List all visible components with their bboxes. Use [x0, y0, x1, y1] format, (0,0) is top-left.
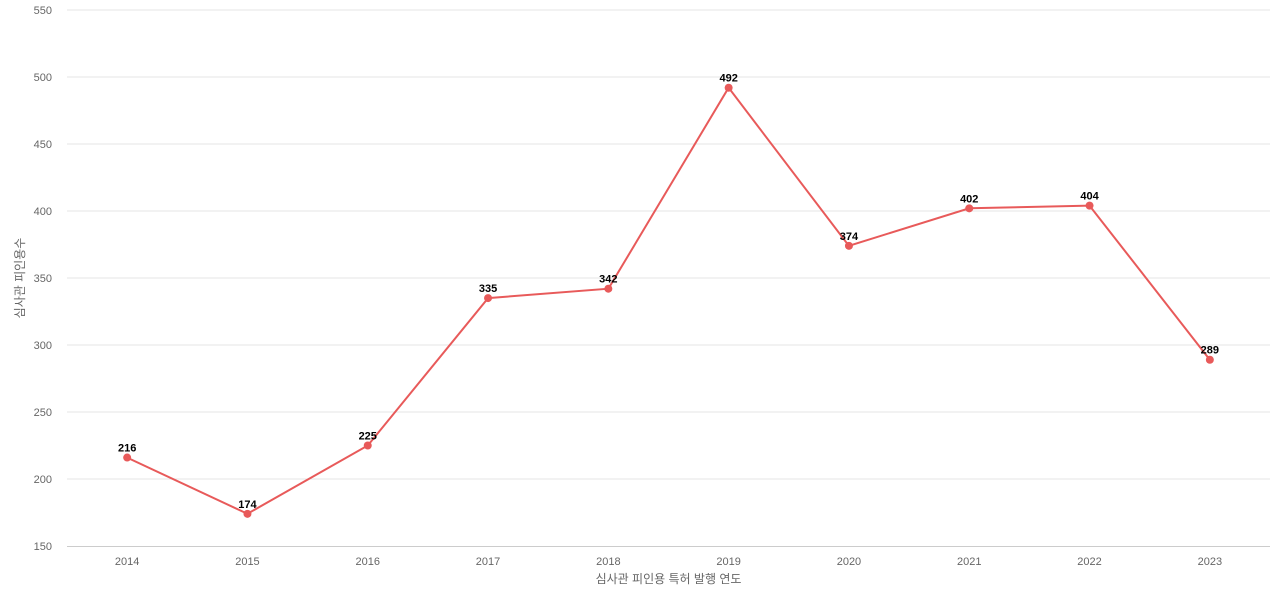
x-tick-label: 2018	[596, 556, 620, 568]
data-label: 174	[238, 499, 257, 511]
data-label: 289	[1201, 345, 1219, 357]
series	[123, 83, 1214, 518]
x-tick-label: 2016	[356, 556, 380, 568]
y-tick-label: 400	[34, 206, 52, 218]
data-label: 335	[479, 283, 497, 295]
x-tick-label: 2023	[1198, 556, 1222, 568]
data-point[interactable]	[844, 241, 853, 250]
y-axis-ticks: 150 200 250 300 350 400 450 500 550	[34, 5, 52, 553]
x-axis-title: 심사관 피인용 특허 발행 연도	[596, 571, 742, 586]
y-tick-label: 300	[34, 340, 52, 352]
x-tick-label: 2014	[115, 556, 139, 568]
data-label: 404	[1080, 191, 1099, 203]
y-tick-label: 450	[34, 139, 52, 151]
data-point[interactable]	[604, 284, 613, 293]
y-tick-label: 200	[34, 474, 52, 486]
data-point[interactable]	[363, 441, 372, 450]
data-point[interactable]	[965, 204, 974, 213]
y-tick-label: 550	[34, 5, 52, 17]
y-tick-label: 500	[34, 72, 52, 84]
y-tick-label: 150	[34, 541, 52, 553]
data-point[interactable]	[1085, 201, 1094, 210]
data-label: 492	[719, 73, 737, 85]
x-tick-label: 2019	[716, 556, 740, 568]
x-tick-label: 2017	[476, 556, 500, 568]
y-tick-label: 250	[34, 407, 52, 419]
data-point[interactable]	[1205, 355, 1214, 364]
data-point[interactable]	[123, 453, 132, 462]
y-axis-title: 심사관 피인용수	[13, 238, 27, 319]
data-label: 374	[840, 231, 859, 243]
y-tick-label: 350	[34, 273, 52, 285]
data-label: 402	[960, 193, 978, 205]
data-point[interactable]	[724, 83, 733, 92]
x-tick-label: 2015	[235, 556, 259, 568]
gridlines	[67, 9, 1270, 480]
x-tick-label: 2022	[1077, 556, 1101, 568]
data-label: 342	[599, 274, 617, 286]
x-axis-ticks: 2014 2015 2016 2017 2018 2019 2020 2021 2022 2023	[115, 556, 1222, 568]
data-labels: 216 174 225 335 342 492 374 402 404 289	[118, 73, 1219, 511]
data-point[interactable]	[484, 294, 493, 303]
x-tick-label: 2021	[957, 556, 981, 568]
data-label: 216	[118, 443, 136, 455]
x-tick-label: 2020	[837, 556, 861, 568]
data-label: 225	[359, 431, 377, 443]
series-line	[126, 85, 1211, 515]
data-point[interactable]	[243, 509, 252, 518]
